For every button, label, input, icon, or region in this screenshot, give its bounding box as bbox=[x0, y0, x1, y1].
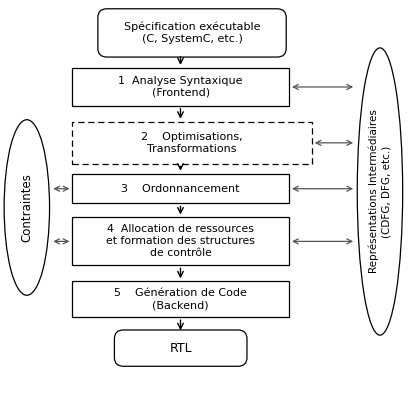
Bar bbox=[72, 217, 289, 265]
Text: 1  Analyse Syntaxique
(Frontend): 1 Analyse Syntaxique (Frontend) bbox=[119, 76, 243, 98]
Text: 5    Génération de Code
(Backend): 5 Génération de Code (Backend) bbox=[114, 288, 247, 310]
Bar bbox=[72, 68, 289, 106]
Text: 4  Allocation de ressources
et formation des structures
de contrôle: 4 Allocation de ressources et formation … bbox=[106, 224, 255, 259]
Text: Spécification exécutable
(C, SystemC, etc.): Spécification exécutable (C, SystemC, et… bbox=[124, 22, 260, 44]
Bar bbox=[72, 122, 312, 164]
Bar bbox=[72, 174, 289, 203]
FancyBboxPatch shape bbox=[98, 9, 286, 57]
Text: 2    Optimisations,
Transformations: 2 Optimisations, Transformations bbox=[141, 132, 243, 154]
Ellipse shape bbox=[357, 48, 403, 335]
Text: 3    Ordonnancement: 3 Ordonnancement bbox=[121, 184, 240, 194]
Text: Représentations Intermédiaires
(CDFG, DFG, etc.): Représentations Intermédiaires (CDFG, DF… bbox=[368, 110, 392, 273]
Ellipse shape bbox=[4, 120, 50, 295]
Text: RTL: RTL bbox=[169, 342, 192, 355]
FancyBboxPatch shape bbox=[114, 330, 247, 366]
Text: Contraintes: Contraintes bbox=[20, 173, 33, 242]
Bar bbox=[72, 281, 289, 317]
